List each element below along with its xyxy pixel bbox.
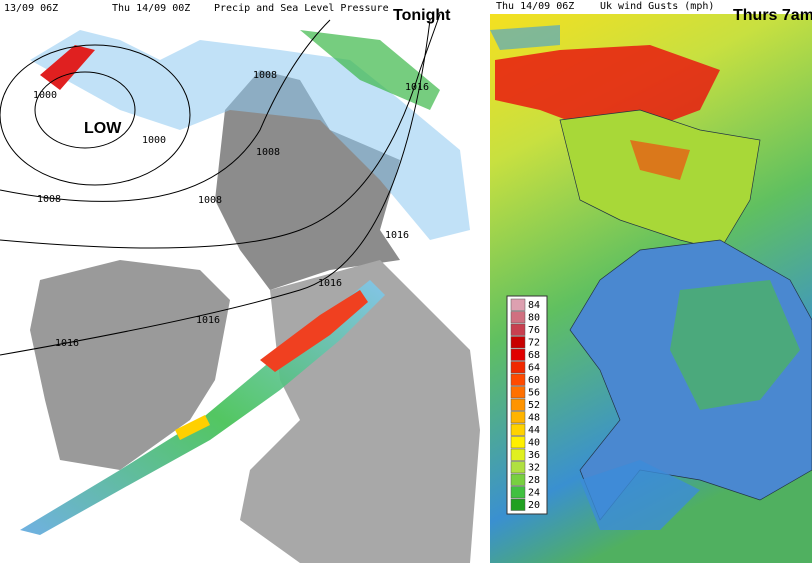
isobar-label: 1016 [385,230,409,241]
legend-label: 44 [528,425,540,436]
legend-swatch [510,311,526,324]
legend-label: 80 [528,313,540,324]
legend-label: 84 [528,300,540,311]
legend-swatch [510,461,526,474]
legend-swatch [510,448,526,461]
legend-swatch [510,486,526,499]
legend-swatch [510,323,526,336]
isobar-label: 1000 [33,90,57,101]
legend-label: 56 [528,388,540,399]
legend-label: 64 [528,363,540,374]
legend-swatch [510,411,526,424]
isobar-label: 1008 [198,195,222,206]
legend-swatch [510,298,526,311]
legend-label: 72 [528,338,540,349]
header-left: Thu 14/09 06Z [496,1,574,12]
legend-label: 52 [528,400,540,411]
legend-swatch [510,373,526,386]
legend-label: 68 [528,350,540,361]
legend-swatch [510,473,526,486]
isobar-label: 1016 [405,82,429,93]
low-label: LOW [84,120,122,137]
precip-map [0,13,480,563]
legend-label: 28 [528,475,540,486]
isobar-label: 1016 [196,315,220,326]
legend-label: 40 [528,438,540,449]
legend-swatch [510,436,526,449]
wind-map [490,14,812,563]
legend-label: 60 [528,375,540,386]
legend-label: 76 [528,325,540,336]
header-right: Precip and Sea Level Pressure [214,3,389,14]
legend-swatch [510,423,526,436]
header-center: Thu 14/09 00Z [112,3,190,14]
isobar-label: 1008 [256,147,280,158]
legend-swatch [510,386,526,399]
isobar-label: 1016 [318,278,342,289]
header-left: 13/09 06Z [4,3,58,14]
isobar-label: 1016 [55,338,79,349]
header-right: Uk wind Gusts (mph) [600,1,714,12]
legend-swatch [510,398,526,411]
legend-label: 24 [528,488,540,499]
legend-swatch [510,348,526,361]
legend-swatch [510,336,526,349]
isobar-label: 1008 [253,70,277,81]
caption: Tonight [393,7,451,24]
legend-label: 36 [528,450,540,461]
isobar-label: 1000 [142,135,166,146]
legend-label: 32 [528,463,540,474]
legend-swatch [510,498,526,511]
legend-swatch [510,361,526,374]
legend-label: 20 [528,500,540,511]
legend-label: 48 [528,413,540,424]
caption: Thurs 7am [733,7,812,24]
isobar-label: 1008 [37,194,61,205]
